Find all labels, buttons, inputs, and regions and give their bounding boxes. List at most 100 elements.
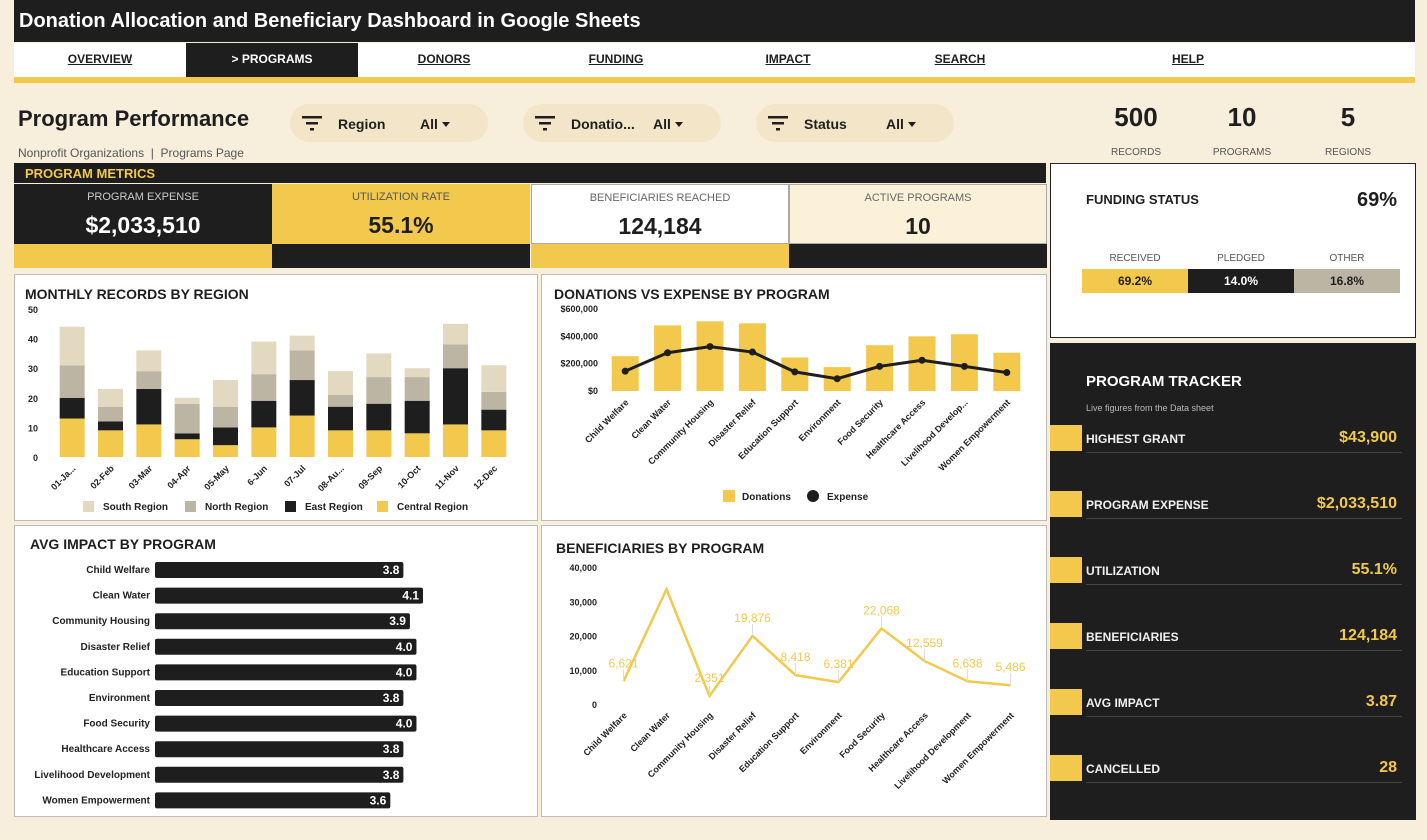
category-label: Environment — [89, 693, 151, 704]
x-tick-label: 02-Feb — [88, 463, 116, 491]
tab-search[interactable]: SEARCH — [934, 52, 986, 66]
donation-filter[interactable]: Donatio... All — [523, 104, 721, 142]
metric-strip — [272, 244, 530, 268]
x-tick-label: Women Empowerment — [937, 397, 1013, 473]
bar-value-label: 4.0 — [396, 665, 413, 679]
impact-bar — [155, 690, 404, 706]
bar-segment — [366, 377, 392, 404]
bar-value-label: 4.0 — [396, 640, 413, 654]
category-label: Disaster Relief — [81, 642, 151, 653]
metric-card-expense: PROGRAM EXPENSE $2,033,510 — [14, 184, 272, 244]
tab-programs[interactable]: > PROGRAMS — [186, 43, 358, 77]
bar-segment — [404, 368, 430, 378]
filter-value: All — [653, 116, 671, 132]
regions-count: 5 — [1340, 102, 1356, 132]
bar-segment — [289, 380, 315, 416]
tracker-row-value: $43,900 — [1339, 429, 1397, 446]
impact-bar — [155, 587, 423, 604]
y-tick-label: 50 — [28, 305, 38, 315]
page-title: Program Performance — [18, 106, 250, 131]
expense-point — [664, 349, 672, 357]
nav-bar: OVERVIEW > PROGRAMS DONORS FUNDING IMPAC… — [14, 43, 1415, 77]
metric-value: $2,033,510 — [85, 212, 201, 238]
expense-point — [833, 375, 841, 383]
category-label: Food Security — [83, 719, 150, 730]
filter-icon — [302, 116, 322, 131]
program-tracker-panel: PROGRAM TRACKER Live figures from the Da… — [1050, 343, 1416, 820]
category-label: Livelihood Development — [34, 770, 150, 781]
category-label: Clean Water — [93, 591, 151, 602]
metric-card-active-programs: ACTIVE PROGRAMS 10 — [789, 184, 1047, 244]
bar-segment — [404, 377, 430, 401]
bar-segment — [98, 421, 123, 431]
tab-overview[interactable]: OVERVIEW — [67, 52, 133, 66]
category-label: Child Welfare — [86, 565, 150, 576]
bar-segment — [404, 400, 430, 434]
bar-segment — [481, 409, 507, 431]
tab-funding[interactable]: FUNDING — [588, 52, 644, 66]
legend-swatch — [723, 490, 735, 502]
x-tick-label: Clean Water — [628, 710, 672, 754]
filter-value: All — [420, 116, 438, 132]
segment-received: 69.2% — [1082, 269, 1188, 293]
bar-segment — [289, 350, 315, 381]
x-tick-label: 11-Nov — [433, 463, 461, 491]
x-tick-label: Clean Water — [629, 397, 673, 441]
x-tick-label: Environment — [798, 710, 844, 756]
impact-bar — [155, 715, 417, 732]
metric-value: 124,184 — [618, 213, 702, 239]
data-label: 12,559 — [906, 636, 943, 650]
expense-point — [960, 362, 968, 370]
bar-segment — [98, 388, 123, 407]
bar-segment — [328, 430, 353, 457]
x-tick-label: 04-Apr — [165, 463, 193, 491]
bar-segment — [443, 368, 468, 425]
dashboard-title: Donation Allocation and Beneficiary Dash… — [14, 0, 1415, 42]
filter-label: Status — [804, 116, 847, 132]
impact-bar — [155, 664, 417, 681]
legend-label: East Region — [305, 502, 363, 513]
bar-segment — [251, 400, 277, 428]
avg-impact-chart: Child Welfare 3.8 Clean Water 4.1 Community … — [34, 562, 423, 809]
bar-segment — [136, 424, 162, 457]
tracker-divider — [1086, 452, 1402, 453]
legend-label: South Region — [103, 502, 168, 513]
tracker-subtitle: Live figures from the Data sheet — [1086, 403, 1214, 413]
x-tick-label: 05-May — [202, 463, 231, 492]
bar-segment — [174, 397, 200, 404]
tracker-divider — [1086, 584, 1402, 585]
region-filter[interactable]: Region All — [290, 104, 488, 142]
regions-label: REGIONS — [1324, 147, 1372, 158]
data-label: 5,486 — [995, 660, 1025, 674]
bar-segment — [481, 391, 507, 410]
beneficiaries-line — [622, 586, 1011, 699]
tracker-accent — [1050, 623, 1082, 649]
avg-impact-panel: AVG IMPACT BY PROGRAM Child Welfare 3.8 Cl… — [14, 525, 538, 817]
data-label: 8,418 — [780, 650, 810, 664]
impact-bar — [155, 766, 404, 783]
tab-donors[interactable]: DONORS — [417, 52, 471, 66]
x-tick-label: 01-Ja... — [49, 463, 78, 492]
y-tick-label: 40 — [28, 335, 38, 345]
bar-segment — [443, 344, 468, 369]
legend-swatch — [285, 501, 296, 512]
beneficiaries-panel: BENEFICIARIES BY PROGRAM 0 10,000 20,000 30… — [541, 525, 1047, 817]
y-tick-label: 20 — [28, 394, 38, 404]
legend-swatch — [807, 490, 819, 502]
tracker-divider — [1086, 716, 1402, 717]
y-tick-label: 30,000 — [569, 597, 597, 607]
tab-impact[interactable]: IMPACT — [765, 52, 811, 66]
bar-value-label: 3.6 — [370, 793, 387, 807]
legend-swatch — [185, 501, 196, 512]
chart-title: DONATIONS VS EXPENSE BY PROGRAM — [554, 286, 830, 302]
tab-help[interactable]: HELP — [1171, 52, 1204, 66]
programs-label: PROGRAMS — [1212, 147, 1272, 158]
tracker-divider — [1086, 650, 1402, 651]
tracker-accent — [1050, 425, 1082, 451]
status-filter[interactable]: Status All — [756, 104, 954, 142]
segment-pledged: 14.0% — [1188, 269, 1294, 293]
bar-segment — [213, 380, 238, 407]
bar-segment — [251, 341, 277, 375]
bar-value-label: 3.8 — [383, 768, 400, 782]
metric-label: ACTIVE PROGRAMS — [864, 192, 972, 204]
